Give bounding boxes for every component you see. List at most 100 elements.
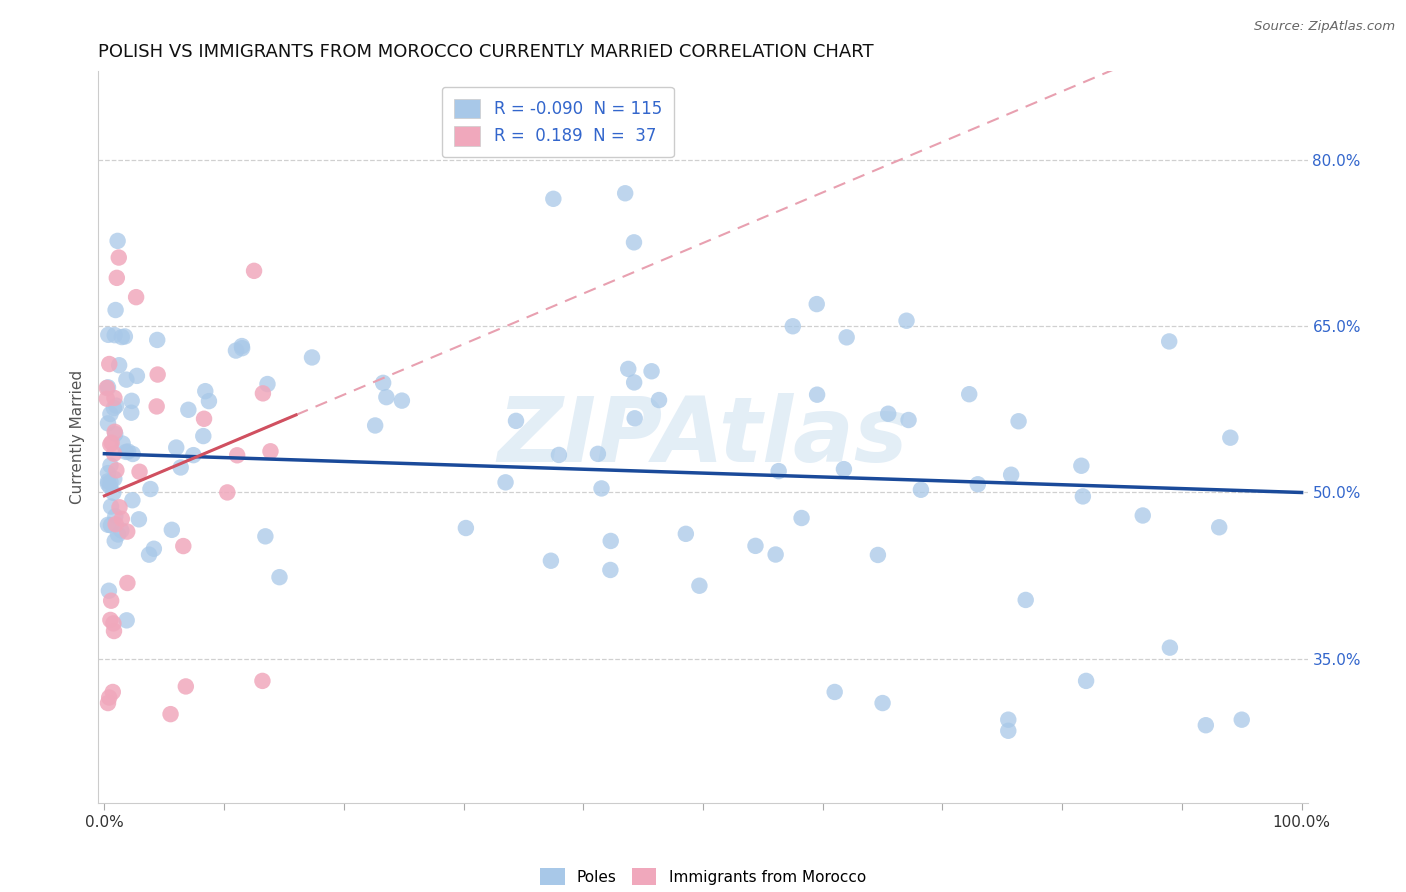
Point — [688, 579, 710, 593]
Point — [495, 475, 517, 490]
Point — [454, 521, 477, 535]
Point — [105, 270, 128, 285]
Point — [1074, 673, 1097, 688]
Point — [98, 357, 121, 371]
Point — [997, 713, 1019, 727]
Point — [104, 533, 127, 548]
Text: Source: ZipAtlas.com: Source: ZipAtlas.com — [1254, 20, 1395, 33]
Point — [1159, 334, 1181, 349]
Point — [98, 690, 121, 705]
Point — [105, 399, 128, 413]
Point — [832, 462, 855, 476]
Point — [648, 392, 671, 407]
Point — [97, 380, 120, 394]
Point — [100, 475, 122, 489]
Point — [505, 414, 527, 428]
Point — [170, 460, 193, 475]
Point — [586, 447, 609, 461]
Point — [897, 413, 920, 427]
Point — [98, 480, 121, 494]
Point — [100, 518, 122, 533]
Point — [160, 523, 183, 537]
Point — [806, 297, 828, 311]
Point — [103, 624, 125, 638]
Point — [97, 696, 120, 710]
Point — [104, 303, 127, 318]
Point — [231, 339, 253, 353]
Point — [107, 234, 129, 248]
Point — [97, 517, 120, 532]
Point — [104, 517, 127, 532]
Point — [115, 373, 138, 387]
Point — [103, 391, 125, 405]
Point — [100, 500, 122, 514]
Point — [259, 444, 281, 458]
Point — [997, 723, 1019, 738]
Point — [121, 493, 143, 508]
Point — [104, 328, 127, 343]
Point — [125, 290, 148, 304]
Point — [98, 437, 121, 451]
Point — [108, 358, 131, 372]
Point — [97, 417, 120, 431]
Point — [165, 441, 187, 455]
Text: POLISH VS IMMIGRANTS FROM MOROCCO CURRENTLY MARRIED CORRELATION CHART: POLISH VS IMMIGRANTS FROM MOROCCO CURREN… — [98, 44, 875, 62]
Point — [194, 384, 217, 399]
Point — [617, 362, 640, 376]
Point — [142, 541, 165, 556]
Point — [100, 458, 122, 473]
Point — [103, 616, 125, 631]
Point — [896, 314, 918, 328]
Point — [107, 251, 129, 265]
Point — [364, 418, 387, 433]
Point — [217, 485, 239, 500]
Point — [391, 393, 413, 408]
Point — [139, 482, 162, 496]
Point — [243, 264, 266, 278]
Point — [1071, 490, 1094, 504]
Point — [252, 386, 274, 401]
Point — [97, 475, 120, 489]
Point — [198, 394, 221, 409]
Point — [226, 448, 249, 462]
Point — [120, 406, 142, 420]
Point — [966, 477, 988, 491]
Point — [623, 411, 645, 425]
Point — [111, 436, 134, 450]
Point — [957, 387, 980, 401]
Point — [111, 512, 134, 526]
Point — [115, 445, 138, 459]
Point — [115, 613, 138, 627]
Point — [1159, 640, 1181, 655]
Point — [373, 376, 395, 390]
Point — [765, 548, 787, 562]
Point — [675, 526, 697, 541]
Point — [100, 593, 122, 607]
Point — [105, 463, 128, 477]
Point — [103, 485, 125, 500]
Point — [128, 465, 150, 479]
Point — [96, 392, 118, 406]
Point — [177, 402, 200, 417]
Point — [104, 425, 127, 439]
Point — [174, 680, 197, 694]
Point — [1195, 718, 1218, 732]
Point — [910, 483, 932, 497]
Point — [623, 376, 645, 390]
Point — [110, 524, 132, 538]
Point — [101, 685, 124, 699]
Point — [877, 407, 900, 421]
Point — [103, 472, 125, 486]
Point — [301, 351, 323, 365]
Point — [790, 511, 813, 525]
Point — [114, 329, 136, 343]
Point — [254, 529, 277, 543]
Point — [824, 685, 846, 699]
Point — [543, 192, 565, 206]
Point — [104, 509, 127, 524]
Point — [146, 368, 169, 382]
Point — [591, 482, 613, 496]
Point — [97, 466, 120, 480]
Point — [146, 333, 169, 347]
Point — [96, 381, 118, 395]
